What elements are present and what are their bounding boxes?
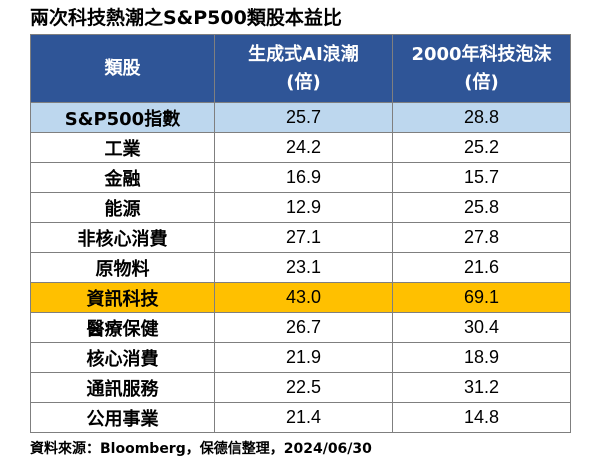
ai-wave-pe-cell: 21.9	[214, 342, 393, 373]
table-row: 原物料 23.1 21.6	[30, 252, 571, 283]
header-dotcom-unit: (倍)	[464, 71, 499, 93]
header-dotcom-bubble: 2000年科技泡沫 (倍)	[392, 34, 571, 103]
ai-wave-pe-cell: 23.1	[214, 252, 393, 283]
table-row: 通訊服務 22.5 31.2	[30, 372, 571, 403]
sector-cell: 原物料	[30, 252, 215, 283]
dotcom-pe-cell: 28.8	[392, 102, 571, 133]
sector-cell: S&P500指數	[30, 102, 215, 133]
sector-cell: 金融	[30, 162, 215, 193]
dotcom-pe-cell: 21.6	[392, 252, 571, 283]
table-row: 核心消費 21.9 18.9	[30, 342, 571, 373]
ai-wave-pe-cell: 43.0	[214, 282, 393, 313]
sector-cell: 醫療保健	[30, 312, 215, 343]
header-ai-wave: 生成式AI浪潮 (倍)	[214, 34, 393, 103]
dotcom-pe-cell: 25.2	[392, 132, 571, 163]
header-sector: 類股	[30, 34, 215, 103]
header-sector-line1: 類股	[104, 57, 141, 79]
table-row: 金融 16.9 15.7	[30, 162, 571, 193]
table-body: S&P500指數 25.7 28.8 工業 24.2 25.2 金融 16.9 15.7 能源 12…	[30, 102, 571, 433]
table-row: 公用事業 21.4 14.8	[30, 402, 571, 433]
table-row: 工業 24.2 25.2	[30, 132, 571, 163]
sector-cell: 能源	[30, 192, 215, 223]
dotcom-pe-cell: 30.4	[392, 312, 571, 343]
ai-wave-pe-cell: 24.2	[214, 132, 393, 163]
ai-wave-pe-cell: 12.9	[214, 192, 393, 223]
dotcom-pe-cell: 15.7	[392, 162, 571, 193]
sector-cell: 工業	[30, 132, 215, 163]
table-row: 醫療保健 26.7 30.4	[30, 312, 571, 343]
dotcom-pe-cell: 69.1	[392, 282, 571, 313]
table-row: 資訊科技 43.0 69.1	[30, 282, 571, 313]
dotcom-pe-cell: 14.8	[392, 402, 571, 433]
dotcom-pe-cell: 25.8	[392, 192, 571, 223]
header-ai-wave-line1: 生成式AI浪潮	[248, 43, 359, 65]
ai-wave-pe-cell: 27.1	[214, 222, 393, 253]
ai-wave-pe-cell: 22.5	[214, 372, 393, 403]
dotcom-pe-cell: 27.8	[392, 222, 571, 253]
sector-cell: 通訊服務	[30, 372, 215, 403]
dotcom-pe-cell: 31.2	[392, 372, 571, 403]
source-note: 資料來源：Bloomberg，保德信整理，2024/06/30	[30, 441, 372, 457]
sector-cell: 資訊科技	[30, 282, 215, 313]
table-row: 能源 12.9 25.8	[30, 192, 571, 223]
ai-wave-pe-cell: 21.4	[214, 402, 393, 433]
sector-cell: 核心消費	[30, 342, 215, 373]
dotcom-pe-cell: 18.9	[392, 342, 571, 373]
pe-ratio-table: 類股 生成式AI浪潮 (倍) 2000年科技泡沫 (倍) S&P500指數 25.…	[30, 34, 571, 433]
ai-wave-pe-cell: 25.7	[214, 102, 393, 133]
table-row: 非核心消費 27.1 27.8	[30, 222, 571, 253]
header-row: 類股 生成式AI浪潮 (倍) 2000年科技泡沫 (倍)	[30, 34, 571, 103]
ai-wave-pe-cell: 26.7	[214, 312, 393, 343]
table-title: 兩次科技熱潮之S&P500類股本益比	[30, 7, 342, 29]
ai-wave-pe-cell: 16.9	[214, 162, 393, 193]
header-dotcom-line1: 2000年科技泡沫	[411, 43, 552, 65]
table-row: S&P500指數 25.7 28.8	[30, 102, 571, 133]
sector-cell: 非核心消費	[30, 222, 215, 253]
header-ai-wave-unit: (倍)	[286, 71, 321, 93]
sector-cell: 公用事業	[30, 402, 215, 433]
